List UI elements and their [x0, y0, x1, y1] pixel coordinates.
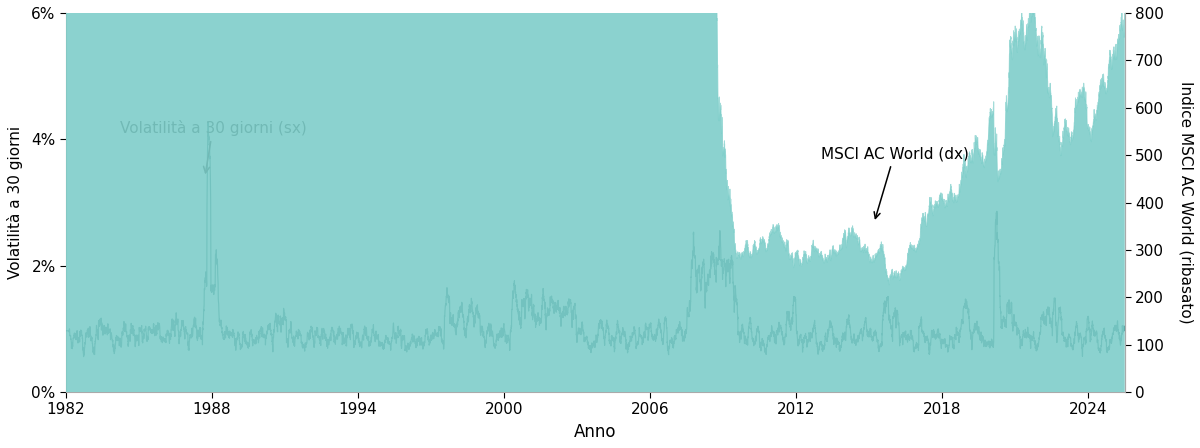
Text: Volatilità a 30 giorni (sx): Volatilità a 30 giorni (sx) — [120, 120, 306, 173]
Text: MSCI AC World (dx): MSCI AC World (dx) — [821, 146, 968, 219]
Y-axis label: Volatilità a 30 giorni: Volatilità a 30 giorni — [7, 126, 23, 279]
Y-axis label: Indice MSCI AC World (ribasato): Indice MSCI AC World (ribasato) — [1178, 81, 1193, 324]
X-axis label: Anno: Anno — [574, 423, 617, 441]
